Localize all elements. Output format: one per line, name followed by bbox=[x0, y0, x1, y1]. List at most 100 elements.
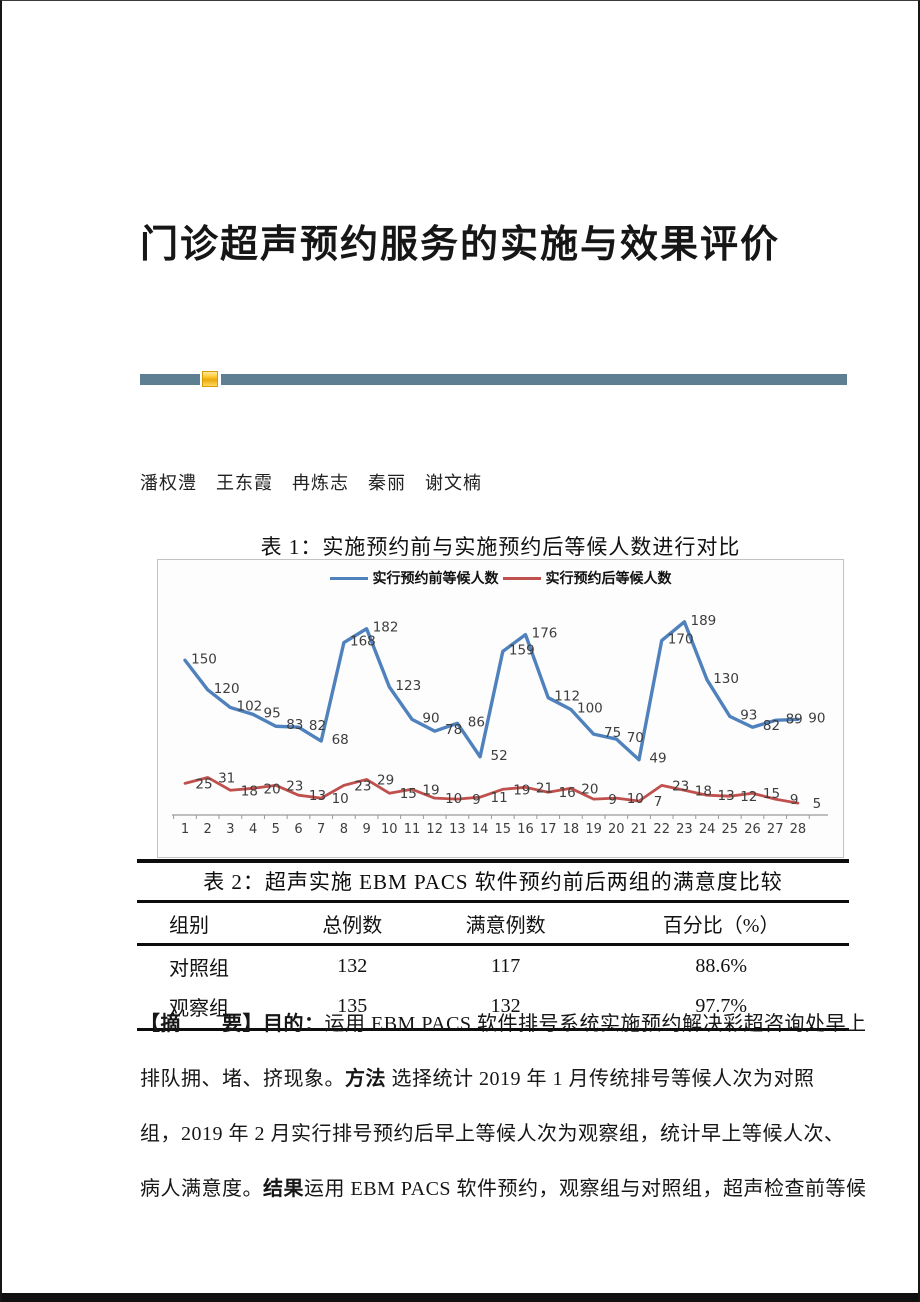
svg-text:19: 19 bbox=[585, 822, 602, 837]
svg-text:182: 182 bbox=[373, 620, 399, 636]
cell-group: 观察组 bbox=[137, 986, 287, 1031]
svg-text:123: 123 bbox=[395, 678, 421, 694]
svg-text:26: 26 bbox=[744, 822, 761, 837]
svg-text:20: 20 bbox=[264, 781, 281, 797]
svg-text:3: 3 bbox=[226, 822, 234, 837]
svg-text:89: 89 bbox=[786, 711, 803, 727]
svg-text:13: 13 bbox=[449, 822, 466, 837]
svg-text:130: 130 bbox=[713, 671, 739, 687]
table2-header-percent: 百分比（%） bbox=[593, 903, 849, 946]
svg-text:22: 22 bbox=[653, 822, 670, 837]
svg-text:9: 9 bbox=[362, 822, 370, 837]
table2: 组别 总例数 满意例数 百分比（%） 对照组 132 117 88.6% 观察组… bbox=[137, 903, 849, 1031]
svg-text:52: 52 bbox=[491, 748, 508, 764]
svg-text:15: 15 bbox=[763, 786, 780, 802]
svg-text:2: 2 bbox=[204, 822, 212, 837]
svg-text:49: 49 bbox=[649, 751, 666, 767]
page-title: 门诊超声预约服务的实施与效果评价 bbox=[139, 224, 780, 266]
abstract-text: 选择统计 2019 年 1 月传统排号等候人次为对照 bbox=[386, 1068, 815, 1090]
svg-text:86: 86 bbox=[468, 714, 485, 730]
svg-text:21: 21 bbox=[631, 822, 648, 837]
svg-text:10: 10 bbox=[627, 791, 644, 807]
svg-text:17: 17 bbox=[540, 822, 557, 837]
divider-bar-right bbox=[221, 374, 847, 385]
svg-text:13: 13 bbox=[718, 788, 735, 804]
cell-satisfied: 132 bbox=[418, 986, 594, 1031]
abstract-line-2: 排队拥、堵、挤现象。方法 选择统计 2019 年 1 月传统排号等候人次为对照 bbox=[140, 1062, 815, 1091]
svg-text:90: 90 bbox=[808, 710, 825, 726]
legend-item-after: 实行预约后等候人数 bbox=[502, 568, 672, 588]
svg-text:7: 7 bbox=[317, 822, 325, 837]
svg-text:10: 10 bbox=[445, 791, 462, 807]
abstract-label: 【摘 要】 bbox=[140, 1013, 263, 1035]
svg-text:5: 5 bbox=[272, 822, 280, 837]
svg-text:16: 16 bbox=[559, 785, 576, 801]
svg-text:23: 23 bbox=[286, 778, 303, 794]
svg-text:18: 18 bbox=[563, 822, 580, 837]
svg-text:5: 5 bbox=[813, 796, 822, 812]
svg-text:9: 9 bbox=[608, 792, 617, 808]
divider-bar-left bbox=[140, 374, 200, 385]
chart-area: 实行预约前等候人数 实行预约后等候人数 1 2 3 4 5 6 7 8 9 10 11 12 13 14 1… bbox=[157, 559, 844, 858]
cell-percent: 97.7% bbox=[593, 986, 849, 1031]
cell-group: 对照组 bbox=[169, 958, 229, 980]
svg-text:95: 95 bbox=[264, 705, 281, 721]
svg-text:82: 82 bbox=[763, 718, 780, 734]
svg-text:4: 4 bbox=[249, 822, 257, 837]
svg-text:23: 23 bbox=[676, 822, 693, 837]
table2-header-group: 组别 bbox=[137, 903, 287, 946]
svg-text:11: 11 bbox=[404, 822, 421, 837]
abstract-line-4: 病人满意度。结果运用 EBM PACS 软件预约，观察组与对照组，超声检查前等候 bbox=[140, 1172, 867, 1201]
legend-item-before: 实行预约前等候人数 bbox=[329, 568, 499, 588]
svg-text:102: 102 bbox=[237, 699, 263, 715]
svg-text:18: 18 bbox=[695, 783, 712, 799]
svg-text:82: 82 bbox=[309, 718, 326, 734]
cell-percent: 88.6% bbox=[695, 955, 747, 977]
svg-text:70: 70 bbox=[627, 730, 644, 746]
table-row: 对照组 132 117 88.6% bbox=[137, 945, 849, 987]
svg-text:90: 90 bbox=[422, 710, 439, 726]
svg-text:10: 10 bbox=[381, 822, 398, 837]
svg-text:19: 19 bbox=[422, 782, 439, 798]
abstract-text: 运用 EBM PACS 软件预约，观察组与对照组，超声检查前等候 bbox=[304, 1178, 867, 1200]
cell-total: 132 bbox=[337, 955, 368, 977]
svg-text:18: 18 bbox=[241, 783, 258, 799]
svg-text:12: 12 bbox=[740, 789, 757, 805]
table2-header-total: 总例数 bbox=[286, 903, 418, 946]
divider-marker-icon bbox=[202, 371, 218, 387]
table2-header-row: 组别 总例数 满意例数 百分比（%） bbox=[137, 903, 849, 946]
svg-text:21: 21 bbox=[536, 780, 553, 796]
line-chart: 1 2 3 4 5 6 7 8 9 10 11 12 13 14 15 16 17 18 19 20 21 22 23 24 2… bbox=[172, 613, 828, 837]
svg-text:28: 28 bbox=[790, 822, 807, 837]
page-bottom-edge bbox=[2, 1293, 918, 1302]
svg-text:27: 27 bbox=[767, 822, 784, 837]
table2-header-satisfied: 满意例数 bbox=[418, 903, 594, 946]
svg-text:19: 19 bbox=[513, 782, 530, 798]
abstract-result-label: 结果 bbox=[263, 1178, 304, 1200]
abstract-text: 病人满意度。 bbox=[140, 1178, 263, 1200]
authors-line: 潘权澧 王东霞 冉炼志 秦丽 谢文楠 bbox=[140, 473, 482, 493]
table-row: 观察组 135 132 97.7% bbox=[137, 986, 849, 1031]
svg-text:25: 25 bbox=[722, 822, 739, 837]
svg-text:1: 1 bbox=[181, 822, 189, 837]
svg-text:9: 9 bbox=[472, 792, 481, 808]
svg-text:176: 176 bbox=[532, 626, 558, 642]
svg-text:159: 159 bbox=[509, 642, 535, 658]
svg-text:170: 170 bbox=[668, 632, 694, 648]
abstract-objective-label: 目的： bbox=[263, 1013, 325, 1035]
abstract-text: 运用 EBM PACS 软件排号系统实施预约解决彩超咨询处早上 bbox=[324, 1013, 867, 1035]
chart-title: 表 1：实施预约前与实施预约后等候人数进行对比 bbox=[260, 535, 741, 559]
svg-text:14: 14 bbox=[472, 822, 489, 837]
section-divider bbox=[140, 371, 847, 389]
legend-line-after-icon bbox=[502, 576, 541, 580]
svg-text:15: 15 bbox=[400, 786, 417, 802]
svg-text:150: 150 bbox=[191, 651, 217, 667]
svg-text:31: 31 bbox=[218, 770, 235, 786]
svg-text:75: 75 bbox=[604, 725, 621, 741]
svg-text:11: 11 bbox=[491, 790, 508, 806]
svg-text:6: 6 bbox=[294, 822, 302, 837]
svg-text:25: 25 bbox=[195, 776, 212, 792]
svg-text:83: 83 bbox=[286, 717, 303, 733]
svg-text:120: 120 bbox=[214, 681, 240, 697]
